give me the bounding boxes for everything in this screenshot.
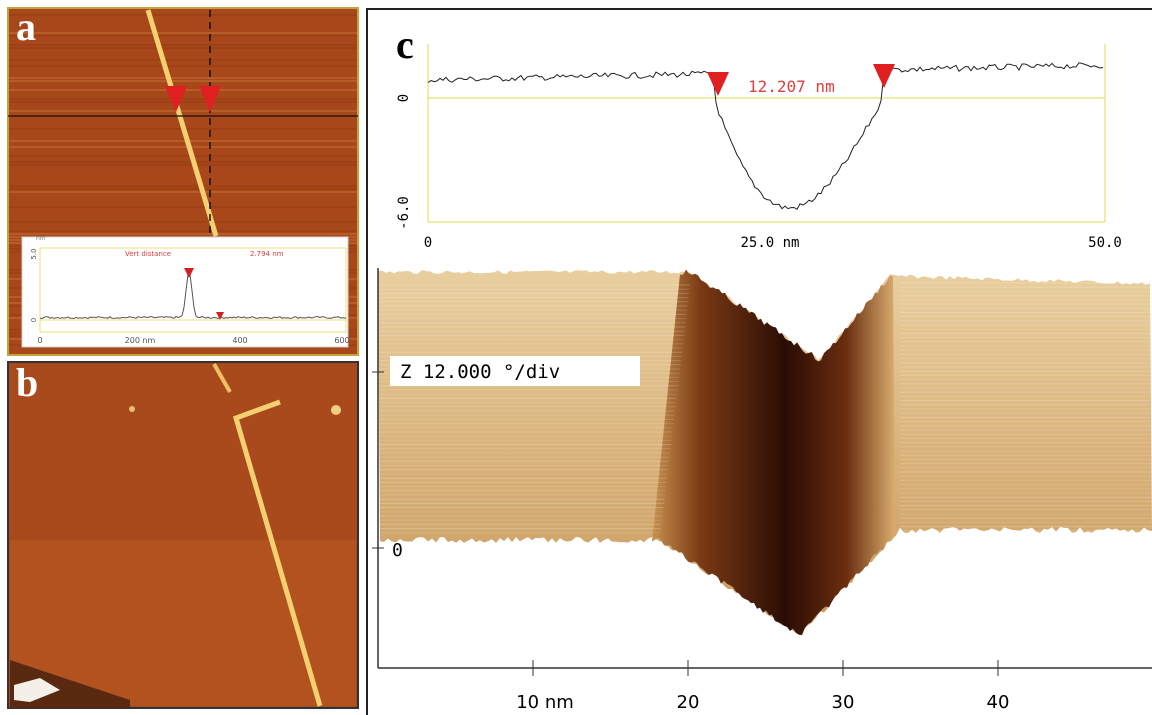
inset-profile: Vert distance 2.794 nm nm 5.0 0 0 200 nm…	[21, 235, 350, 348]
panel-a: a Vert distance 2.794 nm nm 5.0 0 0 200 …	[7, 4, 359, 356]
panel-label: b	[16, 360, 38, 405]
x-tick-label: 50.0	[1088, 235, 1122, 251]
measure-value: 2.794 nm	[250, 250, 284, 258]
particle	[129, 406, 135, 412]
marker	[199, 86, 221, 112]
section-profile: 12.207 nm 0 -6.0 0 25.0 nm 50.0	[396, 44, 1122, 251]
label-bg	[390, 356, 640, 386]
marker	[216, 312, 224, 320]
y-tick-label: 0	[396, 94, 412, 102]
y-tick-label: 5.0	[30, 248, 38, 259]
z-scale: Z 12.000 °/div	[400, 361, 560, 383]
profile-line	[39, 273, 347, 320]
x-tick-label: 200 nm	[125, 336, 156, 345]
debris	[14, 678, 60, 702]
y-tick-label: 0	[30, 318, 38, 322]
particle	[331, 405, 341, 415]
marker	[165, 86, 187, 112]
marker	[707, 72, 729, 96]
measure-name: Vert distance	[125, 250, 171, 258]
marker	[184, 268, 194, 278]
panel-label: c	[396, 22, 414, 67]
nanowire	[212, 363, 232, 393]
surface-3d: Z 12.000 °/div 0 10 nm 20 30 40	[372, 268, 1152, 713]
x-tick-label: 0	[424, 235, 432, 251]
marker	[873, 64, 895, 88]
x-tick-label: 40	[987, 692, 1010, 713]
x-tick-label: 20	[677, 692, 700, 713]
trench	[652, 269, 895, 635]
z-tick-label: 0	[392, 540, 403, 561]
unit-label: nm	[36, 235, 46, 242]
profile-line	[427, 62, 1104, 210]
panel-c: c 12.207 nm 0 -6.0 0 25.0 nm 50.0 Z 12.0…	[366, 8, 1152, 715]
x-tick-label: 25.0 nm	[740, 235, 799, 251]
x-tick-label: 0	[37, 336, 42, 345]
y-tick-label: -6.0	[396, 196, 412, 230]
panel-label: a	[16, 4, 36, 49]
inset-frame	[39, 247, 347, 333]
x-tick-label: 400	[232, 336, 247, 345]
x-tick-label: 600	[334, 336, 349, 345]
measure-value: 12.207 nm	[748, 77, 835, 96]
panel-b: b	[7, 360, 359, 709]
inset-bg	[21, 236, 349, 348]
x-tick-label: 30	[832, 692, 855, 713]
x-tick-label: 10 nm	[516, 692, 574, 713]
nanowire	[145, 9, 219, 237]
nanowire	[232, 399, 323, 707]
